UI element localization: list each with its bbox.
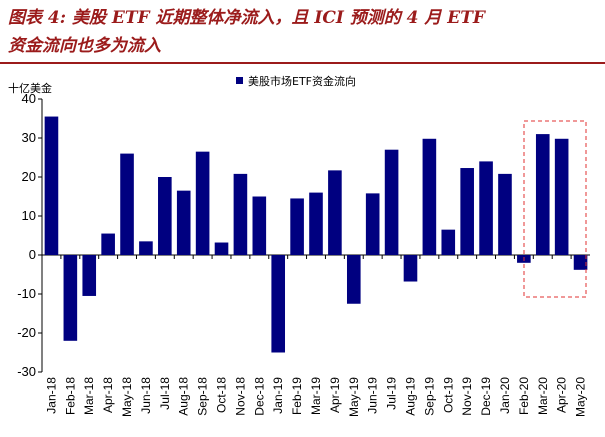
y-tick-label: 10 bbox=[22, 208, 36, 223]
x-tick-label: Mar-18 bbox=[82, 377, 96, 415]
bar-mar-19 bbox=[309, 192, 323, 255]
bar-apr-18 bbox=[101, 233, 115, 255]
y-tick-label: -10 bbox=[17, 286, 36, 301]
x-tick-label: Sep-19 bbox=[422, 377, 436, 416]
bar-feb-19 bbox=[290, 198, 304, 255]
bar-sep-18 bbox=[195, 151, 210, 255]
legend: 美股市场ETF资金流向 bbox=[236, 74, 356, 88]
x-tick-label: Apr-20 bbox=[555, 377, 569, 413]
figure-title: 图表 4: 美股 ETF 近期整体净流入，且 ICI 预测的 4 月 ETF 资… bbox=[8, 4, 600, 60]
bar-aug-18 bbox=[176, 190, 191, 255]
bar-mar-18 bbox=[82, 255, 97, 296]
x-tick-label: Dec-18 bbox=[252, 377, 266, 416]
x-tick-label: May-18 bbox=[120, 377, 134, 417]
bar-layer bbox=[44, 116, 588, 353]
x-tick-label: Jul-18 bbox=[158, 377, 172, 410]
x-tick-label: Jan-20 bbox=[498, 377, 512, 414]
x-tick-label: Feb-19 bbox=[290, 377, 304, 415]
bar-nov-18 bbox=[233, 173, 248, 255]
x-tick-label: Jun-19 bbox=[366, 377, 380, 414]
highlight-box bbox=[523, 120, 587, 298]
figure-title-line-1: 图表 4: 美股 ETF 近期整体净流入，且 ICI 预测的 4 月 ETF bbox=[8, 8, 485, 28]
y-tick-label: -20 bbox=[17, 325, 36, 340]
y-tick-label: 20 bbox=[22, 169, 36, 184]
x-tick-label: Dec-19 bbox=[479, 377, 493, 416]
x-tick-label: Apr-19 bbox=[328, 377, 342, 413]
x-tick-label: Mar-20 bbox=[536, 377, 550, 415]
bar-jun-18 bbox=[139, 241, 153, 255]
bar-jan-20 bbox=[498, 173, 512, 255]
x-tick-label: Apr-18 bbox=[101, 377, 115, 413]
title-underline bbox=[0, 62, 605, 64]
x-tick-label: Jan-19 bbox=[271, 377, 285, 414]
bar-jul-19 bbox=[384, 149, 399, 255]
legend-swatch-icon bbox=[236, 77, 243, 84]
y-tick-label: -30 bbox=[17, 364, 36, 379]
bar-apr-20 bbox=[554, 138, 569, 255]
bar-jul-18 bbox=[158, 177, 172, 255]
x-tick-layer: Jan-18 Feb-18 Mar-18 Apr-18 May-18 Jun-18 Jul-… bbox=[44, 377, 587, 417]
bar-oct-18 bbox=[214, 242, 229, 255]
x-tick-label: Jul-19 bbox=[385, 377, 399, 410]
x-tick-label: Nov-19 bbox=[460, 377, 474, 416]
x-tick-label: Aug-18 bbox=[177, 377, 191, 416]
legend-label: 美股市场ETF资金流向 bbox=[248, 74, 356, 88]
bar-apr-19 bbox=[328, 170, 342, 255]
y-unit-label: 十亿美金 bbox=[8, 81, 52, 95]
bar-jan-18 bbox=[44, 116, 59, 255]
x-tick-label: Mar-19 bbox=[309, 377, 323, 415]
x-tick-label: Nov-18 bbox=[233, 377, 247, 416]
bar-may-19 bbox=[346, 255, 361, 304]
x-tick-label: May-19 bbox=[347, 377, 361, 417]
bar-jan-19 bbox=[271, 255, 286, 353]
x-tick-label: Feb-20 bbox=[517, 377, 531, 415]
bar-jun-19 bbox=[365, 193, 380, 255]
x-tick-label: Oct-19 bbox=[441, 377, 455, 413]
bar-aug-19 bbox=[403, 255, 418, 282]
x-tick-label: Sep-18 bbox=[196, 377, 210, 416]
bar-dec-18 bbox=[252, 196, 267, 255]
bar-oct-19 bbox=[441, 229, 456, 255]
x-tick-label: Feb-18 bbox=[63, 377, 77, 415]
y-tick-label: 30 bbox=[22, 130, 36, 145]
bar-dec-19 bbox=[479, 161, 493, 255]
bar-may-18 bbox=[120, 153, 134, 255]
x-tick-label: Oct-18 bbox=[215, 377, 229, 413]
x-tick-label: Jun-18 bbox=[139, 377, 153, 414]
bar-nov-19 bbox=[460, 168, 474, 255]
x-tick-label: Aug-19 bbox=[403, 377, 417, 416]
x-tick-label: May-20 bbox=[574, 377, 588, 417]
x-tick-label: Jan-18 bbox=[44, 377, 58, 414]
bar-feb-18 bbox=[63, 255, 78, 341]
bar-sep-19 bbox=[422, 138, 437, 255]
bar-may-20 bbox=[573, 255, 588, 270]
y-tick-label: 40 bbox=[22, 91, 36, 106]
y-tick-label: 0 bbox=[29, 247, 36, 262]
figure-title-line-2: 资金流向也多为流入 bbox=[8, 36, 161, 56]
bar-mar-20 bbox=[535, 134, 550, 255]
